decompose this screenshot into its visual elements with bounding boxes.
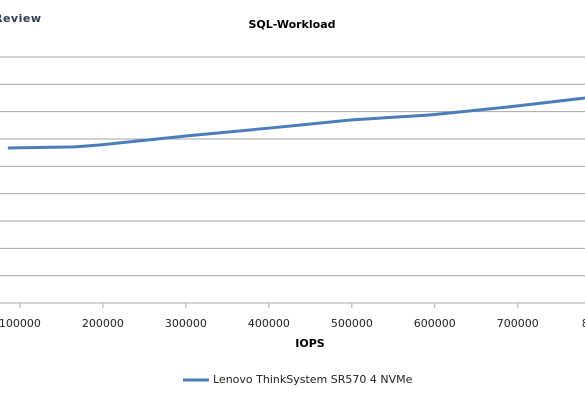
x-tick-label: 100000 — [0, 317, 41, 330]
x-tick-label: 8 — [582, 317, 585, 330]
data-line — [7, 96, 585, 150]
x-tick-label: 500000 — [331, 317, 373, 330]
x-tick-label: 400000 — [248, 317, 290, 330]
x-tick-label: 300000 — [165, 317, 207, 330]
x-tick-label: 200000 — [82, 317, 124, 330]
x-tick-label: 600000 — [414, 317, 456, 330]
x-tick-label: 700000 — [497, 317, 539, 330]
chart-title: SQL-Workload — [248, 18, 335, 31]
logo: Review — [0, 12, 42, 25]
legend-label: Lenovo ThinkSystem SR570 4 NVMe — [213, 373, 413, 386]
x-axis-title: IOPS — [295, 337, 325, 350]
